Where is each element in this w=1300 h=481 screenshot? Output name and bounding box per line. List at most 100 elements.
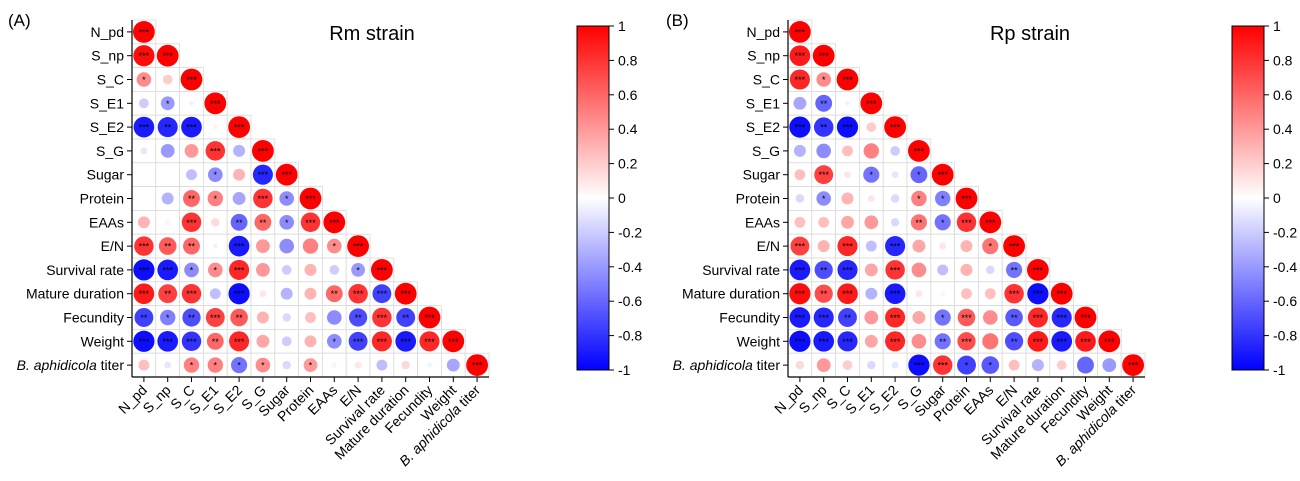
- correlation-circle: [253, 188, 273, 209]
- correlation-circle: [912, 239, 926, 253]
- correlation-circle: [281, 265, 292, 275]
- significance-mark: ***: [258, 194, 269, 204]
- y-tick-label: Sugar: [87, 167, 125, 183]
- significance-mark: ***: [1080, 337, 1091, 347]
- correlation-circle: [836, 116, 859, 138]
- correlation-circle: [932, 355, 953, 375]
- significance-mark: *: [309, 361, 313, 371]
- significance-mark: ***: [890, 265, 901, 275]
- y-tick-label: S_E2: [746, 119, 780, 135]
- correlation-circle: [164, 361, 172, 369]
- correlation-circle: [1074, 306, 1097, 329]
- correlation-circle: [812, 44, 835, 67]
- correlation-circle: [281, 336, 292, 347]
- correlation-circle: [181, 283, 202, 304]
- correlation-circle: [303, 358, 318, 372]
- correlation-circle: [984, 288, 996, 300]
- correlation-circle: [960, 263, 973, 276]
- significance-mark: ***: [377, 265, 388, 275]
- correlation-circle: [205, 308, 225, 327]
- y-tick-label: EAAs: [89, 214, 124, 230]
- significance-mark: ***: [448, 337, 459, 347]
- correlation-circle: [836, 68, 859, 91]
- correlation-circle: [1050, 282, 1073, 305]
- colorbar-tick-label: -0.6: [618, 293, 642, 309]
- correlation-circle: [814, 284, 833, 303]
- correlation-circle: [140, 147, 148, 155]
- y-tick-label: S_E1: [90, 95, 124, 111]
- significance-mark: ***: [818, 337, 829, 347]
- correlation-circle: [815, 94, 833, 112]
- significance-mark: ***: [1033, 289, 1044, 299]
- significance-mark: **: [820, 123, 828, 133]
- correlation-circle: [348, 283, 368, 304]
- grid-cell: [131, 186, 157, 211]
- y-tick-label: Protein: [736, 191, 780, 207]
- correlation-circle: [162, 74, 173, 85]
- correlation-circle: [282, 313, 291, 322]
- y-tick-label: Fecundity: [63, 310, 124, 326]
- correlation-circle: [396, 308, 416, 327]
- significance-mark: **: [188, 242, 196, 252]
- correlation-circle: [255, 357, 271, 373]
- correlation-circle: [348, 331, 368, 351]
- y-tick-label: E/N: [757, 238, 780, 254]
- y-tick-label: Weight: [737, 333, 780, 349]
- correlation-circle: [885, 260, 905, 280]
- correlation-circle: [957, 355, 976, 375]
- significance-mark: ***: [162, 51, 173, 61]
- significance-mark: ***: [795, 123, 806, 133]
- significance-mark: ***: [186, 337, 197, 347]
- correlation-circle: [279, 238, 295, 254]
- significance-mark: **: [164, 289, 172, 299]
- correlation-circle: [1051, 307, 1072, 328]
- correlation-circle: [205, 141, 226, 161]
- significance-mark: ***: [162, 337, 173, 347]
- significance-mark: ***: [795, 51, 806, 61]
- chart-title: Rp strain: [990, 23, 1070, 45]
- correlation-circle: [161, 192, 174, 205]
- significance-mark: ***: [795, 289, 806, 299]
- significance-mark: ***: [1056, 313, 1067, 323]
- colorbar-tick-label: 0.6: [618, 87, 638, 103]
- significance-mark: *: [989, 242, 993, 252]
- y-tick-label: S_E1: [746, 95, 780, 111]
- significance-mark: ***: [377, 337, 388, 347]
- correlation-circle: [160, 96, 175, 111]
- correlation-circle: [844, 171, 851, 179]
- correlation-circle: [395, 330, 417, 352]
- correlation-circle: [133, 45, 155, 67]
- y-tick-label: B. aphidicola titer: [673, 357, 781, 373]
- correlation-circle: [254, 213, 272, 231]
- significance-mark: *: [941, 218, 945, 228]
- correlation-circle: [885, 307, 906, 328]
- significance-mark: ***: [1009, 242, 1020, 252]
- significance-mark: ***: [890, 289, 901, 299]
- significance-mark: ***: [424, 313, 435, 323]
- significance-mark: ***: [139, 337, 150, 347]
- correlation-circle: [134, 236, 154, 256]
- significance-mark: **: [164, 242, 172, 252]
- significance-mark: ***: [795, 313, 806, 323]
- colorbar-tick-label: -0.8: [1273, 328, 1297, 344]
- correlation-circle: [1027, 283, 1049, 305]
- correlation-circle: [256, 311, 269, 324]
- significance-mark: ***: [890, 242, 901, 252]
- significance-mark: ***: [795, 75, 806, 85]
- correlation-circle: [207, 262, 223, 278]
- significance-mark: *: [870, 170, 874, 180]
- correlation-circle: [233, 144, 246, 157]
- correlation-circle: [183, 190, 200, 207]
- correlation-circle: [982, 333, 999, 350]
- correlation-circle: [790, 236, 810, 256]
- significance-mark: ***: [890, 313, 901, 323]
- correlation-circle: [305, 312, 316, 323]
- correlation-circle: [789, 330, 811, 352]
- correlation-circle: [866, 122, 877, 132]
- correlation-circle: [372, 284, 392, 304]
- colorbar-tick-label: 1: [618, 18, 626, 34]
- colorbar: [576, 25, 610, 371]
- correlation-circle: [256, 334, 270, 348]
- correlation-circle: [885, 236, 906, 257]
- significance-mark: ***: [1009, 289, 1020, 299]
